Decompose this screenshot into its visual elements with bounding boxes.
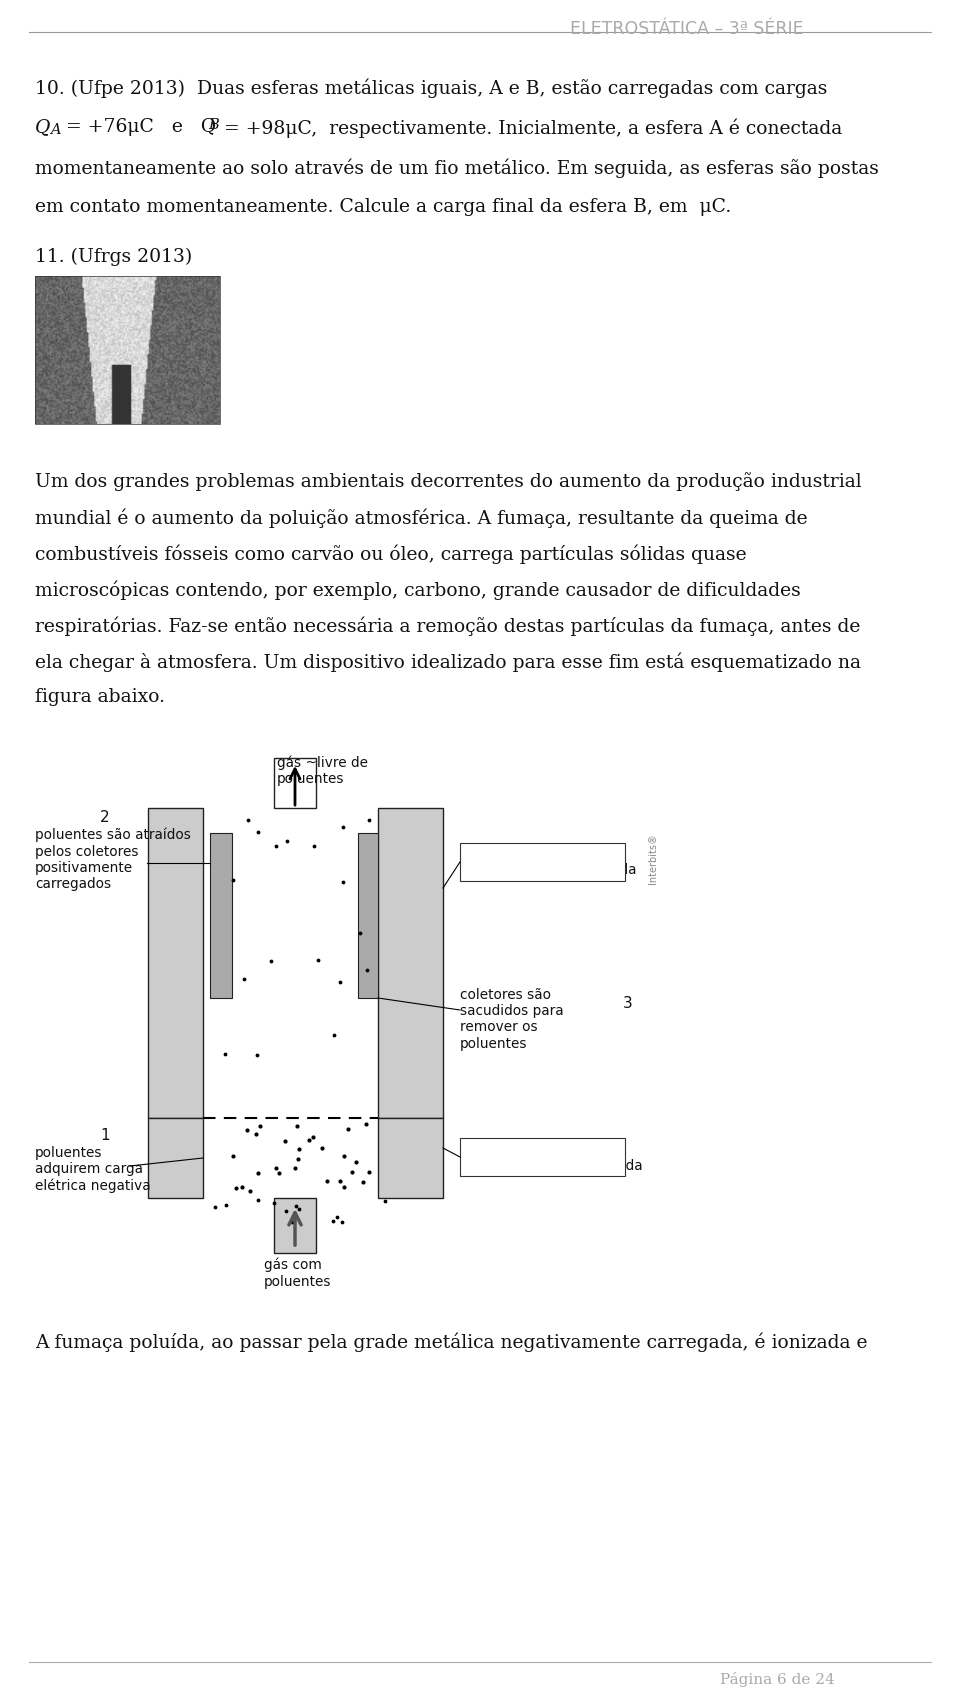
Text: Um dos grandes problemas ambientais decorrentes do aumento da produção industria: Um dos grandes problemas ambientais deco… <box>35 472 862 490</box>
Text: 2: 2 <box>100 809 109 825</box>
Text: grade metálica
negativamente carregada: grade metálica negativamente carregada <box>465 1142 642 1173</box>
Text: gás ~livre de
poluentes: gás ~livre de poluentes <box>277 755 368 786</box>
Text: poluentes
adquirem carga
elétrica negativa: poluentes adquirem carga elétrica negati… <box>35 1145 151 1193</box>
Text: em contato momentaneamente. Calcule a carga final da esfera B, em  μC.: em contato momentaneamente. Calcule a ca… <box>35 199 732 216</box>
Bar <box>274 759 316 808</box>
Bar <box>378 1118 443 1198</box>
Text: poluentes são atraídos
pelos coletores
positivamente
carregados: poluentes são atraídos pelos coletores p… <box>35 828 191 891</box>
Text: momentaneamente ao solo através de um fio metálico. Em seguida, as esferas são p: momentaneamente ao solo através de um fi… <box>35 158 878 178</box>
Bar <box>358 833 378 998</box>
Bar <box>460 1139 625 1176</box>
Bar <box>148 1118 203 1198</box>
Text: A: A <box>50 122 60 137</box>
Bar <box>460 843 625 881</box>
Bar <box>378 808 443 1118</box>
Text: = +76μC   e   Q: = +76μC e Q <box>60 119 216 136</box>
Text: coletores são
sacudidos para
remover os
poluentes: coletores são sacudidos para remover os … <box>460 988 564 1050</box>
Text: Página 6 de 24: Página 6 de 24 <box>720 1672 835 1687</box>
Text: A fumaça poluída, ao passar pela grade metálica negativamente carregada, é ioniz: A fumaça poluída, ao passar pela grade m… <box>35 1334 868 1353</box>
Text: Q: Q <box>35 119 50 136</box>
Text: respiratórias. Faz-se então necessária a remoção destas partículas da fumaça, an: respiratórias. Faz-se então necessária a… <box>35 616 860 635</box>
Text: placa coletora
positivamente carregada: placa coletora positivamente carregada <box>465 847 636 877</box>
Bar <box>35 277 220 424</box>
Text: 11. (Ufrgs 2013): 11. (Ufrgs 2013) <box>35 248 192 266</box>
Bar <box>210 833 232 998</box>
Text: gás com
poluentes: gás com poluentes <box>264 1257 331 1288</box>
Text: mundial é o aumento da poluição atmosférica. A fumaça, resultante da queima de: mundial é o aumento da poluição atmosfér… <box>35 507 807 528</box>
Text: B: B <box>208 119 219 132</box>
Text: 3: 3 <box>623 996 633 1011</box>
Text: = +98μC,  respectivamente. Inicialmente, a esfera A é conectada: = +98μC, respectivamente. Inicialmente, … <box>218 119 842 137</box>
Text: ELETROSTÁTICA – 3ª SÉRIE: ELETROSTÁTICA – 3ª SÉRIE <box>570 20 804 37</box>
Text: ela chegar à atmosfera. Um dispositivo idealizado para esse fim está esquematiza: ela chegar à atmosfera. Um dispositivo i… <box>35 652 861 672</box>
Text: microscópicas contendo, por exemplo, carbono, grande causador de dificuldades: microscópicas contendo, por exemplo, car… <box>35 580 801 599</box>
Bar <box>148 808 203 1118</box>
Text: Interbits®: Interbits® <box>648 833 658 884</box>
Text: figura abaixo.: figura abaixo. <box>35 687 165 706</box>
Text: combustíveis fósseis como carvão ou óleo, carrega partículas sólidas quase: combustíveis fósseis como carvão ou óleo… <box>35 545 747 563</box>
Text: 10. (Ufpe 2013)  Duas esferas metálicas iguais, A e B, estão carregadas com carg: 10. (Ufpe 2013) Duas esferas metálicas i… <box>35 78 828 97</box>
Bar <box>274 1198 316 1252</box>
Text: 1: 1 <box>100 1129 109 1144</box>
